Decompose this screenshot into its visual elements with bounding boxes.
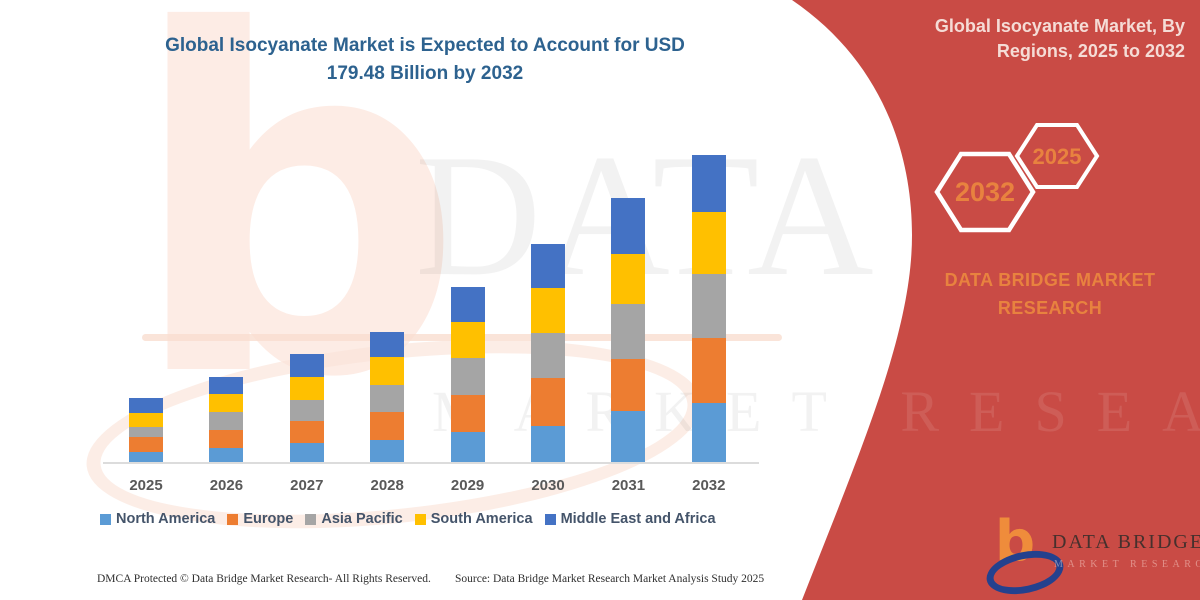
bar-segment (450, 286, 485, 322)
brand-name: DATA BRIDGE MARKET RESEARCH (915, 267, 1185, 323)
bar-2027 (289, 354, 324, 463)
bar-segment (611, 411, 646, 463)
footer-source: Source: Data Bridge Market Research Mark… (455, 573, 765, 585)
bar-segment (450, 321, 485, 358)
brand-line1: DATA BRIDGE MARKET (944, 270, 1156, 290)
bar-segment (129, 437, 163, 452)
legend-label: Asia Pacific (321, 511, 403, 527)
bar-segment (450, 431, 485, 463)
watermark-text-on-red: MARKET RESEARCH (852, 379, 1200, 444)
bar-segment (370, 357, 405, 386)
legend-item: Asia Pacific (305, 511, 403, 527)
panel-title-line2: Regions, 2025 to 2032 (996, 41, 1185, 62)
bar-segment (209, 430, 244, 449)
legend-swatch-icon (305, 513, 317, 525)
x-axis-label: 2031 (611, 477, 646, 494)
logo-subtitle: MARKET RESEARCH (1054, 559, 1200, 570)
hexagon-2032 (934, 151, 1036, 233)
bar-segment (129, 398, 163, 414)
x-axis-line (103, 462, 759, 464)
legend-item: Middle East and Africa (544, 511, 716, 527)
year-hexagons: 2032 2025 (934, 123, 1100, 233)
legend-item: Europe (227, 511, 293, 527)
legend-item: North America (100, 511, 215, 527)
x-axis-label: 2029 (450, 477, 485, 494)
x-axis-label: 2032 (692, 477, 726, 494)
bar-segment (531, 287, 565, 333)
bar-segment (611, 254, 646, 305)
bar-segment (531, 332, 565, 378)
chart-title: Global Isocyanate Market is Expected to … (140, 32, 710, 87)
bar-segment (370, 332, 405, 358)
bar-segment (531, 244, 565, 288)
bar-segment (691, 402, 726, 463)
bar-segment (129, 413, 163, 428)
bar-segment (289, 420, 324, 443)
bar-2030 (531, 244, 565, 463)
x-axis-label: 2026 (209, 477, 244, 494)
bar-segment (289, 354, 324, 378)
bar-segment (209, 377, 244, 395)
bar-segment (531, 425, 565, 463)
legend-label: North America (116, 511, 216, 527)
bar-segment (611, 359, 646, 411)
bar-segment (611, 198, 646, 255)
bar-segment (370, 385, 405, 412)
logo-b-icon: b (995, 509, 1036, 574)
bar-segment (370, 412, 405, 440)
bar-segment (289, 442, 324, 463)
footer-copyright: DMCA Protected © Data Bridge Market Rese… (97, 573, 431, 585)
bar-2026 (209, 377, 244, 463)
bar-2028 (370, 332, 405, 463)
legend-label: Europe (243, 511, 294, 527)
bar-segment (289, 377, 324, 401)
bar-segment (450, 394, 485, 432)
logo-name: DATA BRIDGE (1052, 531, 1200, 553)
bar-segment (691, 212, 726, 274)
bar-segment (209, 412, 244, 431)
bar-segment (129, 452, 163, 463)
panel-title: Global Isocyanate Market, By Regions, 20… (935, 14, 1185, 64)
x-axis-label: 2028 (370, 477, 404, 494)
hexagon-2025-label: 2025 (1033, 144, 1082, 169)
bar-segment (450, 357, 485, 395)
legend-swatch-icon (414, 513, 426, 525)
legend-swatch-icon (100, 513, 111, 525)
bar-segment (370, 440, 405, 463)
panel-title-line1: Global Isocyanate Market, By (934, 16, 1185, 36)
bar-segment (611, 304, 646, 359)
bar-segment (691, 273, 726, 338)
bar-2029 (450, 286, 485, 463)
x-axis-label: 2030 (531, 477, 565, 494)
legend-label: Middle East and Africa (560, 511, 716, 527)
hexagon-2025 (1014, 123, 1100, 189)
chart-title-line1: Global Isocyanate Market is Expected to … (165, 35, 685, 56)
legend-label: South America (430, 511, 533, 527)
chart-title-line2: 179.48 Billion by 2032 (326, 62, 524, 84)
chart-legend: North America Europe Asia Pacific South Ame… (100, 511, 716, 527)
bar-segment (209, 394, 244, 413)
legend-swatch-icon (544, 513, 556, 525)
hexagon-2032-label: 2032 (955, 177, 1015, 207)
bar-2031 (611, 198, 646, 463)
bar-segment (289, 400, 324, 421)
x-axis-label: 2027 (290, 477, 324, 494)
bar-segment (691, 155, 726, 213)
legend-item: South America (414, 511, 533, 527)
x-axis-label: 2025 (129, 477, 163, 494)
bar-segment (129, 427, 163, 438)
bar-segment (691, 337, 726, 403)
bar-segment (531, 377, 565, 426)
brand-line2: RESEARCH (997, 297, 1103, 318)
legend-swatch-icon (227, 513, 239, 525)
bar-segment (209, 448, 244, 463)
bar-2025 (129, 398, 163, 463)
bar-2032 (691, 155, 726, 463)
